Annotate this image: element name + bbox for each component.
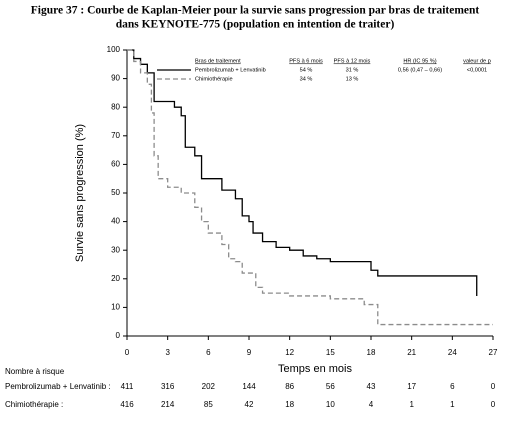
legend-cell: 54 % (300, 67, 313, 73)
risk-value: 85 (204, 400, 213, 409)
chart-title: dans KEYNOTE-775 (population en intentio… (116, 19, 395, 31)
risk-label: Pembrolizumab + Lenvatinib : (5, 382, 111, 391)
risk-title: Nombre à risque (5, 367, 65, 376)
x-tick-label: 21 (407, 348, 416, 357)
risk-value: 202 (202, 382, 216, 391)
risk-value: 416 (120, 400, 134, 409)
risk-value: 18 (285, 400, 294, 409)
risk-value: 42 (245, 400, 254, 409)
risk-label: Chimiothérapie : (5, 400, 63, 409)
risk-value: 4 (369, 400, 374, 409)
x-tick-label: 18 (367, 348, 376, 357)
y-tick-label: 20 (111, 274, 120, 283)
legend-header: valeur de p (463, 58, 491, 64)
x-tick-label: 27 (489, 348, 498, 357)
risk-value: 6 (450, 382, 455, 391)
risk-value: 144 (242, 382, 256, 391)
km-curve (127, 49, 478, 296)
risk-value: 316 (161, 382, 175, 391)
risk-value: 411 (121, 382, 134, 391)
legend-cell: <0,0001 (467, 67, 487, 73)
y-tick-label: 50 (111, 188, 120, 197)
legend-label: Chimiothérapie (195, 76, 233, 82)
y-tick-label: 60 (111, 160, 120, 169)
risk-value: 56 (326, 382, 335, 391)
legend-header: PFS à 6 mois (289, 58, 323, 64)
risk-value: 1 (450, 400, 455, 409)
y-tick-label: 10 (111, 303, 120, 312)
legend-cell: 0,56 (0,47 – 0,66) (398, 67, 442, 73)
risk-value: 43 (367, 382, 376, 391)
y-tick-label: 0 (116, 331, 121, 340)
legend-cell: 31 % (346, 67, 359, 73)
x-tick-label: 12 (285, 348, 294, 357)
y-tick-label: 90 (111, 74, 120, 83)
risk-value: 10 (326, 400, 335, 409)
x-tick-label: 15 (326, 348, 335, 357)
legend-cell: 13 % (346, 76, 359, 82)
risk-value: 0 (491, 382, 496, 391)
y-tick-label: 30 (111, 245, 120, 254)
legend-header: HR (IC 95 %) (403, 58, 436, 64)
x-tick-label: 24 (448, 348, 457, 357)
legend-header: PFS à 12 mois (334, 58, 371, 64)
km-curve (127, 49, 493, 326)
x-tick-label: 0 (125, 348, 130, 357)
x-tick-label: 3 (165, 348, 170, 357)
risk-value: 0 (491, 400, 496, 409)
y-axis-label: Survie sans progression (%) (74, 124, 86, 262)
x-tick-label: 6 (206, 348, 211, 357)
legend-label: Pembrolizumab + Lenvatinib (195, 67, 266, 73)
risk-value: 86 (285, 382, 294, 391)
risk-value: 214 (161, 400, 175, 409)
legend-cell: 34 % (300, 76, 313, 82)
chart-title: Figure 37 : Courbe de Kaplan-Meier pour … (31, 5, 480, 17)
x-tick-label: 9 (247, 348, 252, 357)
y-tick-label: 40 (111, 217, 120, 226)
x-axis-label: Temps en mois (278, 363, 352, 375)
risk-value: 17 (407, 382, 416, 391)
legend-header: Bras de traitement (195, 58, 241, 64)
y-tick-label: 80 (111, 102, 120, 111)
risk-value: 1 (409, 400, 414, 409)
y-tick-label: 70 (111, 131, 120, 140)
y-tick-label: 100 (107, 45, 121, 54)
